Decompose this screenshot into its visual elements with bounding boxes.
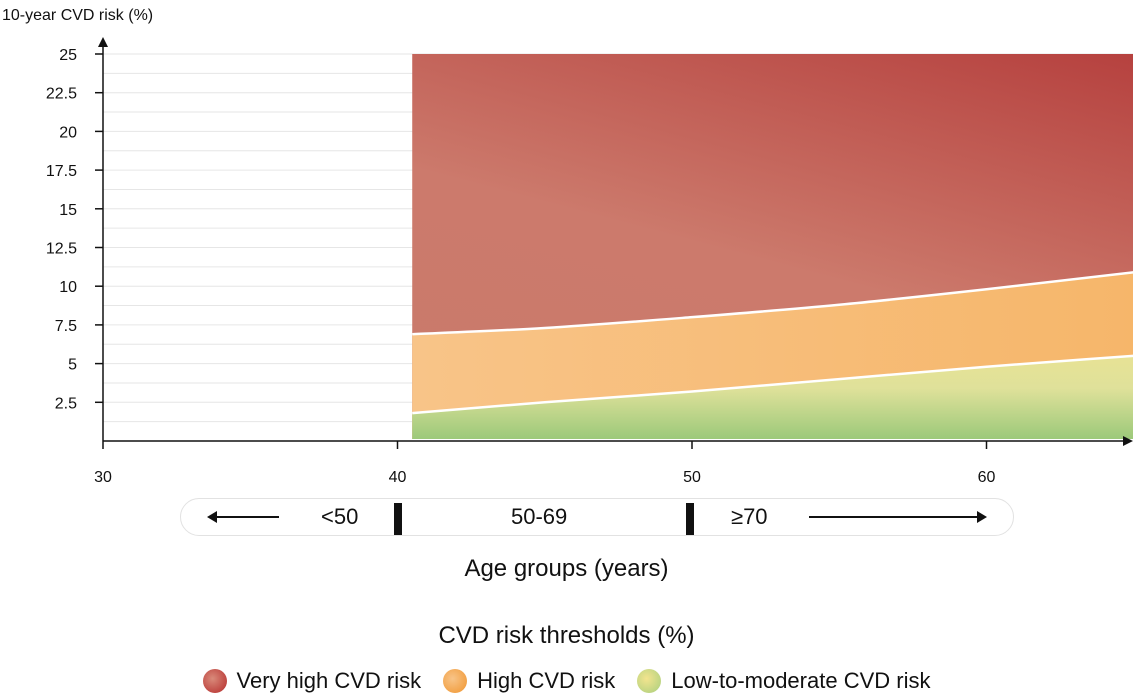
y-tick-label: 17.5 (46, 163, 77, 180)
age-group-label: ≥70 (731, 504, 768, 529)
legend-item: Very high CVD risk (202, 668, 422, 694)
legend-label: Low-to-moderate CVD risk (671, 668, 931, 693)
legend-item: High CVD risk (443, 668, 615, 694)
legend-title: CVD risk thresholds (%) (438, 622, 695, 649)
legend-label: Very high CVD risk (236, 668, 422, 693)
legend: Very high CVD risk High CVD risk Low-to-… (0, 668, 1133, 694)
right-arrow-icon (809, 511, 987, 523)
legend-label: High CVD risk (477, 668, 616, 693)
y-tick-label: 15 (59, 202, 77, 219)
y-tick-label: 12.5 (46, 241, 77, 258)
y-axis-arrow-icon (98, 37, 108, 47)
y-tick-label: 2.5 (55, 395, 77, 412)
x-axis-title: Age groups (years) (464, 555, 669, 582)
y-axis-title: 10-year CVD risk (%) (2, 7, 153, 24)
y-tick-label: 22.5 (46, 86, 77, 103)
very-high-risk-swatch (202, 669, 227, 693)
low-moderate-risk-swatch (637, 669, 662, 693)
axes (98, 37, 1133, 446)
low-risk-threshold-line (412, 354, 1133, 415)
x-tick-labels: 30405060708090 (94, 441, 996, 486)
x-axis-arrow-icon (1123, 436, 1133, 446)
low-moderate-risk-area (412, 355, 1133, 439)
age-group-label: <50 (321, 504, 359, 529)
x-tick-label: 50 (683, 469, 701, 486)
age-divider (686, 503, 694, 535)
risk-areas (412, 54, 1133, 439)
left-arrow-icon (207, 511, 279, 523)
y-tick-labels: 2.5 5 7.5 10 12.5 15 17.5 20 22.5 25 (46, 47, 103, 412)
y-tick-label: 5 (68, 357, 77, 374)
y-tick-label: 25 (59, 47, 77, 64)
age-group-label: 50-69 (511, 504, 568, 529)
high-risk-swatch (443, 669, 468, 693)
y-tick-label: 10 (59, 279, 77, 296)
age-group-bar: <50 50-69 ≥70 (180, 498, 1014, 536)
x-tick-label: 40 (389, 469, 407, 486)
legend-item: Low-to-moderate CVD risk (637, 668, 930, 694)
y-tick-label: 20 (59, 124, 77, 141)
high-risk-threshold-line (412, 271, 1133, 336)
x-tick-label: 60 (978, 469, 996, 486)
x-tick-label: 30 (94, 469, 112, 486)
y-tick-label: 7.5 (55, 318, 77, 335)
age-divider (394, 503, 402, 535)
